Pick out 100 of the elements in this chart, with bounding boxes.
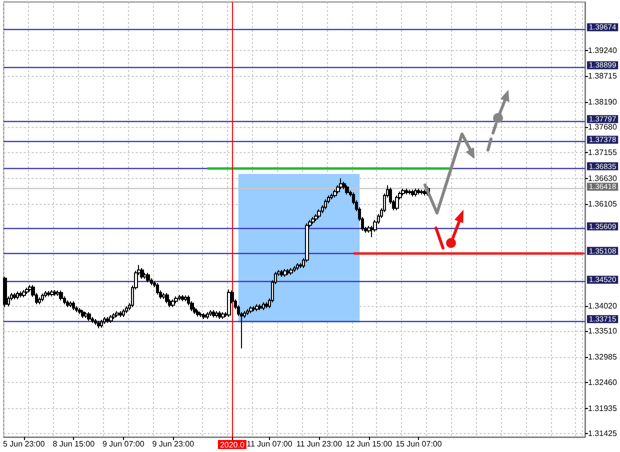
candlestick [333,189,337,198]
candlestick [317,208,321,219]
candlestick [324,198,327,210]
candlestick [296,262,299,270]
candlestick [414,188,417,197]
candlestick [53,290,57,296]
candlestick [119,310,122,318]
y-tick-label: 1.32985 [588,352,618,362]
candlestick [112,312,116,320]
candlestick [84,312,88,318]
x-tick-label: 12 Jun 15:00 [346,440,393,448]
candlestick [289,267,293,276]
candlestick [97,320,100,329]
candlestick [100,319,103,328]
candlestick [184,294,187,302]
candlestick [367,225,371,234]
candlestick [218,310,221,320]
candlestick [156,282,159,295]
candlestick [423,189,427,196]
candlestick [212,310,215,318]
candlestick [401,188,405,196]
y-tick-label: 1.38190 [588,97,618,106]
candlestick [255,304,259,312]
candlestick [115,310,119,318]
x-tick-label: 9 Jun 07:00 [102,440,145,448]
candlestick [94,318,97,326]
y-tick-label: 1.36105 [588,200,618,209]
candlestick [47,290,51,297]
candlestick [22,290,26,298]
candlestick [56,290,60,296]
candlestick [330,193,333,200]
candlestick [122,308,125,318]
candlestick [262,302,265,311]
x-tick-label: 5 Jun 23:00 [2,440,46,448]
candlestick [165,292,169,304]
candlestick [286,268,290,276]
candlestick [405,188,408,196]
candlestick [283,268,287,278]
y-tick-label: 1.33510 [588,326,618,336]
candlestick [265,302,268,309]
x-tick-label: 15 Jun 07:00 [396,440,442,448]
candlestick [339,178,343,190]
candlestick [420,189,424,196]
x-tick-label: 8 Jun 15:00 [52,440,96,448]
candlestick [345,184,349,196]
y-tick-label: 1.37155 [588,148,618,158]
x-tick-label: 9 Jun 23:00 [152,440,195,448]
y-tick-label: 1.31425 [588,428,618,438]
candlestick [125,306,128,314]
candlestick [72,300,75,311]
candlestick [146,272,150,283]
x-tick-label: 2020.0 [220,440,245,450]
candlestick [221,312,225,320]
x-tick-label: 11 Jun 07:00 [246,440,293,448]
candlestick [140,267,144,280]
candlestick [78,308,82,315]
candlestick [41,292,44,302]
candlestick [227,289,231,318]
y-tick-label: 1.39240 [588,46,618,55]
candlestick [106,316,110,324]
candlestick [417,188,420,196]
y-tick-label: 1.32460 [588,378,618,388]
candlestick [3,276,7,308]
candlestick [81,310,85,318]
candlestick [196,310,200,317]
candlestick [91,316,94,324]
y-tick-label: 1.34020 [588,302,618,311]
candlestick [13,292,16,300]
y-tick-label: 1.37680 [588,122,618,132]
y-tick-label: 1.38715 [588,72,618,81]
candlestick [246,308,249,316]
candlestick [311,216,315,224]
candlestick [280,269,284,278]
candlestick [215,310,218,318]
candlestick [75,306,78,313]
candlestick [109,314,113,324]
candlestick [199,312,203,318]
candlestick [178,294,181,301]
candlestick [181,294,184,302]
candlestick [19,291,23,298]
candlestick [50,290,54,297]
candlestick [411,189,414,197]
candlestick [143,272,147,280]
candlestick [44,290,47,298]
candlestick [66,300,69,308]
candlestick [258,304,262,311]
candlestick [252,306,256,312]
candlestick [103,316,106,324]
candlestick [38,296,41,305]
candlestick [16,291,19,300]
y-tick-label: 1.31935 [588,404,618,413]
candlestick [249,306,253,314]
x-tick-label: 11 Jun 23:00 [296,440,343,448]
candlestick [171,298,175,308]
candlestick [408,189,411,196]
candlestick [202,312,206,320]
candlestick [162,292,166,300]
candlestick [87,312,91,322]
candlestick [174,296,178,304]
candlestick [59,290,63,301]
